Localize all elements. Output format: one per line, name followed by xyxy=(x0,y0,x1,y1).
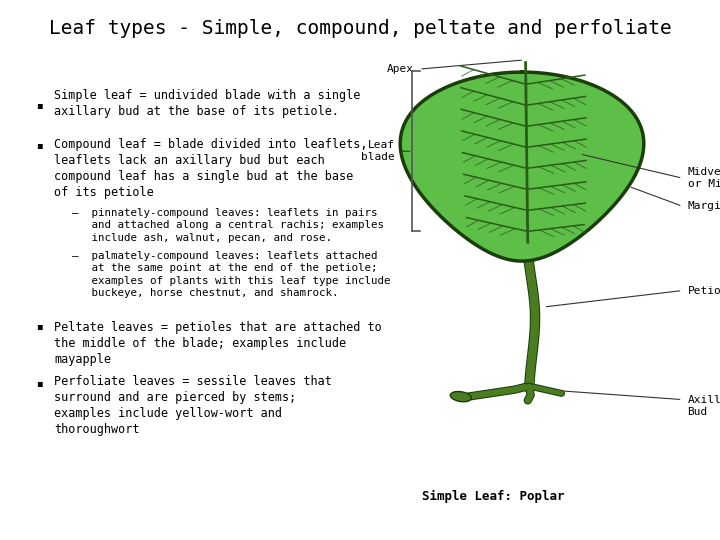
Text: Peltate leaves = petioles that are attached to
the middle of the blade; examples: Peltate leaves = petioles that are attac… xyxy=(54,321,382,366)
Text: Midvein
or Midrib: Midvein or Midrib xyxy=(688,167,720,189)
Text: Margin: Margin xyxy=(688,201,720,211)
Text: –  pinnately-compound leaves: leaflets in pairs
   and attached along a central : – pinnately-compound leaves: leaflets in… xyxy=(72,208,384,242)
Text: ▪: ▪ xyxy=(36,321,43,332)
Text: Simple leaf = undivided blade with a single
axillary bud at the base of its peti: Simple leaf = undivided blade with a sin… xyxy=(54,89,361,118)
Text: ▪: ▪ xyxy=(36,140,43,151)
Text: Perfoliate leaves = sessile leaves that
surround and are pierced by stems;
examp: Perfoliate leaves = sessile leaves that … xyxy=(54,375,332,436)
Text: Axillary
Bud: Axillary Bud xyxy=(688,395,720,417)
Text: ▪: ▪ xyxy=(36,100,43,110)
Text: ▪: ▪ xyxy=(36,378,43,388)
Text: –  palmately-compound leaves: leaflets attached
   at the same point at the end : – palmately-compound leaves: leaflets at… xyxy=(72,251,390,298)
Text: Leaf
blade: Leaf blade xyxy=(361,140,395,162)
Text: Petiole: Petiole xyxy=(688,286,720,295)
Text: Apex: Apex xyxy=(387,64,414,74)
Text: Compound leaf = blade divided into leaflets,
leaflets lack an axillary bud but e: Compound leaf = blade divided into leafl… xyxy=(54,138,367,199)
Text: Leaf types - Simple, compound, peltate and perfoliate: Leaf types - Simple, compound, peltate a… xyxy=(49,19,671,38)
Polygon shape xyxy=(400,72,644,261)
Ellipse shape xyxy=(450,392,472,402)
Text: Simple Leaf: Poplar: Simple Leaf: Poplar xyxy=(422,490,564,503)
